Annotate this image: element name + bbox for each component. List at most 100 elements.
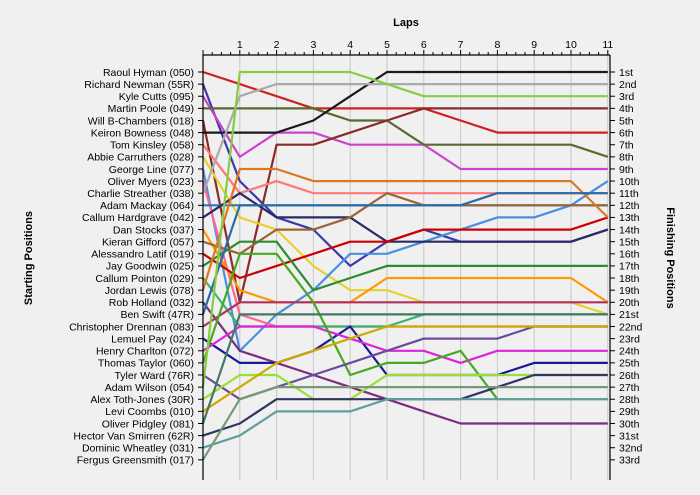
finish-label: 30th [619, 418, 640, 430]
driver-label: Dominic Wheatley (031) [82, 443, 194, 455]
driver-label: Alex Toth-Jones (30R) [90, 394, 194, 406]
series-line-32 [202, 398, 608, 449]
driver-label: Adam Mackay (064) [100, 200, 194, 212]
series-line-17 [202, 240, 608, 292]
series-line-11 [201, 82, 608, 194]
series-line-30 [201, 313, 608, 424]
series-line-29 [202, 325, 608, 413]
finish-label: 33rd [619, 455, 640, 467]
x-tick-labels: 1 2 3 4 5 6 7 8 9 10 11 [237, 39, 614, 51]
finish-label: 7th [619, 140, 634, 152]
finish-label: 26th [619, 370, 640, 382]
series-line-4 [203, 107, 609, 158]
finish-label: 3rd [619, 91, 634, 103]
finish-label: 25th [619, 358, 640, 370]
driver-label: Tom Kinsley (058) [110, 140, 194, 152]
finish-label: 14th [619, 224, 640, 236]
finish-label: 22nd [619, 321, 643, 333]
driver-label: Jay Goodwin (025) [106, 261, 194, 273]
finish-label: 11th [619, 188, 639, 200]
x-tick-label: 1 [237, 39, 243, 51]
driver-label: Rob Holland (032) [109, 297, 194, 309]
finish-label: 8th [619, 152, 634, 164]
y-axis-label-left: Starting Positions [23, 211, 35, 305]
x-tick-label: 9 [531, 39, 537, 51]
finish-label: 2nd [619, 79, 637, 91]
finish-label: 9th [619, 164, 634, 176]
series-line-16 [202, 216, 609, 280]
series-line-5 [201, 107, 608, 304]
driver-label: Jordan Lewis (078) [105, 285, 194, 297]
driver-label: Oliver Pidgley (081) [102, 418, 194, 430]
driver-label: Callum Hardgrave (042) [82, 212, 194, 224]
series-line-14 [202, 229, 609, 304]
series-line-21 [201, 192, 608, 315]
finish-label: 10th [619, 176, 640, 188]
driver-label: Tyler Ward (76R) [114, 370, 194, 382]
x-tick-label: 2 [274, 39, 280, 51]
driver-label: George Line (077) [109, 164, 194, 176]
x-tick-label: 3 [310, 39, 316, 51]
series-line-19 [201, 167, 609, 291]
driver-label: Richard Newman (55R) [84, 79, 194, 91]
series-line-13 [202, 192, 609, 243]
driver-label: Kyle Cutts (095) [119, 91, 194, 103]
driver-label: Henry Charlton (072) [96, 346, 194, 358]
driver-label: Ben Swift (47R) [120, 309, 194, 321]
series-line-6 [203, 70, 608, 134]
finish-label: 28th [619, 394, 640, 406]
finish-label: 32nd [619, 443, 643, 455]
series-line-27 [201, 70, 608, 388]
axes [198, 50, 615, 480]
driver-label: Callum Pointon (029) [95, 273, 194, 285]
finish-label: 4th [619, 103, 634, 115]
grid-lines [239, 55, 609, 480]
finish-label: 18th [619, 273, 640, 285]
driver-label: Kieran Gifford (057) [102, 236, 194, 248]
series-line-33 [202, 386, 608, 461]
chart-title: Laps [393, 17, 419, 29]
driver-label: Lemuel Pay (024) [111, 333, 194, 345]
driver-labels: Raoul Hyman (050)Richard Newman (55R)Kyl… [69, 67, 194, 467]
finish-label: 29th [619, 406, 640, 418]
driver-label: Adam Wilson (054) [105, 382, 194, 394]
finish-label: 15th [619, 236, 640, 248]
driver-label: Martin Poole (049) [108, 103, 194, 115]
series-line-3 [202, 95, 608, 171]
series-line-24 [202, 325, 608, 364]
series-line-1 [202, 70, 608, 134]
finish-label: 17th [619, 261, 640, 273]
finish-label: 19th [619, 285, 640, 297]
x-tick-label: 5 [384, 39, 390, 51]
driver-label: Fergus Greensmith (017) [77, 455, 194, 467]
finish-label: 27th [619, 382, 640, 394]
finish-label: 21st [619, 309, 639, 321]
driver-label: Christopher Drennan (083) [69, 321, 194, 333]
finish-label: 12th [619, 200, 640, 212]
driver-label: Charlie Streather (038) [87, 188, 194, 200]
finish-label: 24th [619, 346, 640, 358]
y-axis-label-right: Finishing Positions [664, 207, 676, 308]
finish-label: 6th [619, 127, 634, 139]
finish-label: 23rd [619, 333, 640, 345]
series-line-9 [201, 168, 609, 352]
x-tick-label: 6 [421, 39, 427, 51]
series-line-22 [202, 301, 608, 328]
driver-label: Will B-Chambers (018) [88, 115, 194, 127]
x-tick-label: 7 [458, 39, 464, 51]
finish-label: 16th [619, 249, 640, 261]
finish-label: 20th [619, 297, 640, 309]
driver-label: Oliver Myers (023) [108, 176, 194, 188]
x-tick-label: 10 [565, 39, 577, 51]
x-tick-label: 11 [602, 39, 613, 51]
x-tick-label: 8 [494, 39, 500, 51]
finish-labels: 1st2nd3rd4th5th6th7th8th9th10th11th12th1… [619, 67, 643, 467]
finish-label: 31st [619, 430, 639, 442]
driver-label: Levi Coombs (010) [105, 406, 194, 418]
driver-label: Raoul Hyman (050) [103, 67, 194, 79]
finish-label: 1st [619, 67, 633, 79]
driver-label: Abbie Carruthers (028) [87, 152, 194, 164]
driver-label: Alessandro Latif (019) [91, 249, 194, 261]
